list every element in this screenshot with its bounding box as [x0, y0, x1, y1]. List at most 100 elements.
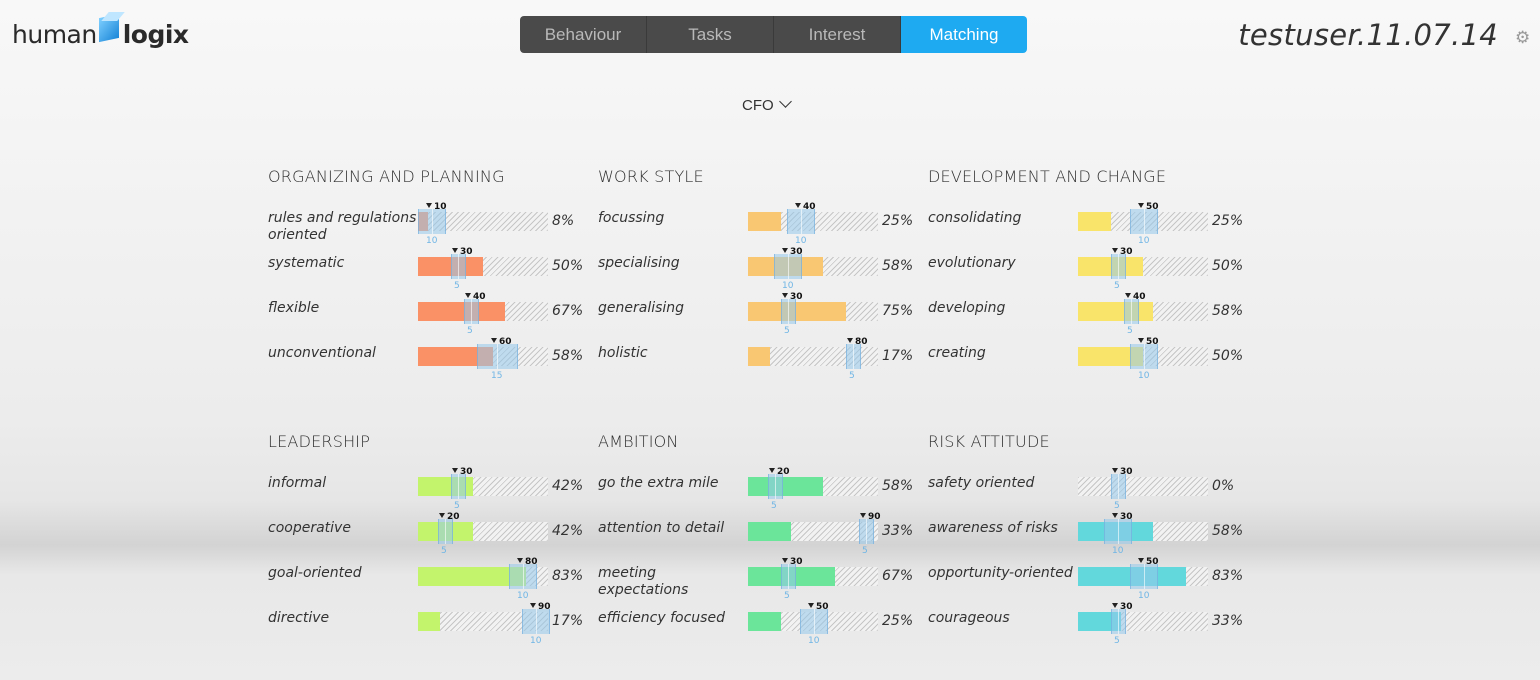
target-marker: 90 [530, 603, 551, 612]
trait-label: attention to detail [598, 520, 725, 536]
tolerance-value: 5 [1114, 636, 1120, 646]
trait-row: systematic 30 5 50% [268, 248, 598, 300]
trait-percent: 0% [1212, 478, 1235, 494]
trait-label: flexible [268, 300, 320, 316]
target-value: 50 [816, 602, 829, 612]
gear-icon[interactable]: ⚙ [1515, 28, 1531, 48]
target-range-band [1110, 254, 1126, 279]
trait-bar: 50 10 [748, 603, 878, 646]
tolerance-value: 10 [795, 236, 807, 246]
trait-row: flexible 40 5 67% [268, 293, 598, 345]
trait-bar: 40 10 [748, 203, 878, 246]
trait-label: courageous [928, 610, 1010, 626]
trait-label: opportunity-oriented [928, 565, 1073, 581]
target-range-band [774, 254, 802, 279]
target-value: 30 [1120, 512, 1133, 522]
target-marker: 20 [769, 468, 790, 477]
trait-label: systematic [268, 255, 345, 271]
target-marker: 50 [1138, 558, 1159, 567]
trait-row: informal 30 5 42% [268, 468, 598, 520]
target-marker: 80 [847, 338, 868, 347]
target-range-band [767, 474, 783, 499]
trait-row: creating 50 10 50% [928, 338, 1258, 390]
humanlogix-logo: human logix [12, 12, 189, 52]
target-marker: 30 [1112, 513, 1133, 522]
triangle-down-icon [782, 558, 788, 563]
tab-tasks[interactable]: Tasks [647, 16, 774, 53]
tolerance-value: 5 [849, 371, 855, 381]
trait-bar: 80 10 [418, 558, 548, 601]
target-range-band [1123, 299, 1139, 324]
trait-percent: 17% [882, 348, 914, 364]
trait-label: creating [928, 345, 986, 361]
trait-bar-fill [748, 212, 781, 231]
section-organizing-and-planning: ORGANIZING AND PLANNING rules and regulat… [268, 167, 598, 381]
trait-row: courageous 30 5 33% [928, 603, 1258, 655]
trait-label: focussing [598, 210, 665, 226]
trait-bar-fill [1078, 302, 1154, 321]
target-marker: 20 [439, 513, 460, 522]
target-range-band [1130, 564, 1158, 589]
trait-percent: 25% [1212, 213, 1244, 229]
trait-row: cooperative 20 5 42% [268, 513, 598, 565]
triangle-down-icon [782, 248, 788, 253]
target-value: 30 [790, 557, 803, 567]
trait-label: awareness of risks [928, 520, 1058, 536]
trait-row: opportunity-oriented 50 10 83% [928, 558, 1258, 610]
section-development-and-change: DEVELOPMENT AND CHANGE consolidating 50 10 2… [928, 167, 1258, 381]
target-value: 30 [790, 292, 803, 302]
trait-bar-fill [1078, 347, 1143, 366]
trait-bar: 30 5 [418, 468, 548, 511]
trait-row: go the extra mile 20 5 58% [598, 468, 928, 520]
tolerance-value: 5 [454, 281, 460, 291]
tolerance-value: 10 [1138, 371, 1150, 381]
trait-bar-fill [418, 347, 494, 366]
trait-percent: 67% [552, 303, 584, 319]
tab-behaviour[interactable]: Behaviour [520, 16, 647, 53]
triangle-down-icon [1112, 468, 1118, 473]
target-value: 20 [447, 512, 460, 522]
target-range-band [800, 609, 828, 634]
trait-row: awareness of risks 30 10 58% [928, 513, 1258, 565]
target-range-band [450, 474, 466, 499]
trait-row: generalising 30 5 75% [598, 293, 928, 345]
tolerance-value: 10 [530, 636, 542, 646]
tolerance-value: 10 [426, 236, 438, 246]
target-range-band [1110, 474, 1126, 499]
trait-bar: 60 15 [418, 338, 548, 381]
target-value: 30 [1120, 247, 1133, 257]
target-marker: 30 [1112, 603, 1133, 612]
triangle-down-icon [808, 603, 814, 608]
target-marker: 40 [465, 293, 486, 302]
trait-label: go the extra mile [598, 475, 719, 491]
chevron-down-icon [778, 95, 792, 108]
role-selector[interactable]: CFO [742, 95, 792, 114]
trait-percent: 33% [882, 523, 914, 539]
trait-percent: 25% [882, 613, 914, 629]
trait-bar: 30 5 [1078, 468, 1208, 511]
tolerance-value: 10 [1138, 591, 1150, 601]
trait-label: holistic [598, 345, 648, 361]
trait-bar: 30 10 [1078, 513, 1208, 556]
trait-bar: 40 5 [418, 293, 548, 336]
triangle-down-icon [1112, 248, 1118, 253]
trait-label: goal-oriented [268, 565, 362, 581]
trait-bar: 30 5 [1078, 603, 1208, 646]
trait-label: meeting expectations [598, 565, 689, 598]
trait-bar-fill [1078, 212, 1111, 231]
tolerance-value: 5 [862, 546, 868, 556]
trait-bar: 30 5 [748, 293, 878, 336]
triangle-down-icon [452, 468, 458, 473]
trait-row: developing 40 5 58% [928, 293, 1258, 345]
trait-row: directive 90 10 17% [268, 603, 598, 655]
tab-interest[interactable]: Interest [774, 16, 901, 53]
trait-bar: 30 5 [418, 248, 548, 291]
target-value: 30 [1120, 602, 1133, 612]
tab-matching[interactable]: Matching [901, 16, 1027, 53]
trait-bar-fill [418, 567, 526, 586]
trait-bar: 90 10 [418, 603, 551, 646]
trait-bar-fill [748, 522, 791, 541]
section-ambition: AMBITION go the extra mile 20 5 58% attention… [598, 432, 928, 646]
triangle-down-icon [847, 338, 853, 343]
target-value: 10 [434, 202, 447, 212]
